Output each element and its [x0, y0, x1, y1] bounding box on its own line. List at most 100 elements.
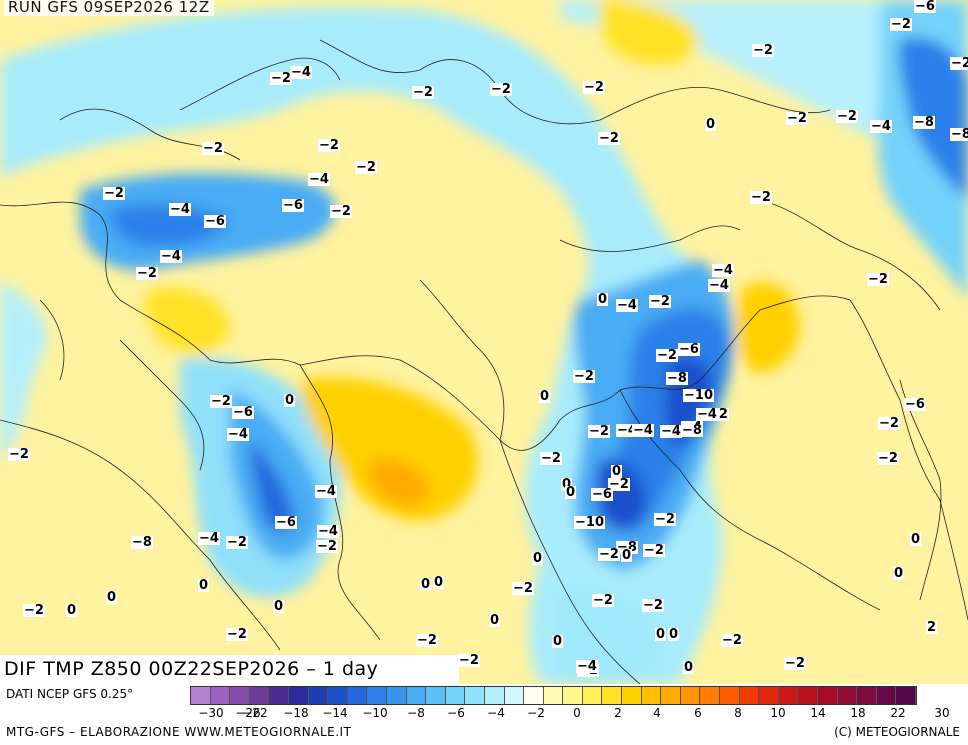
isotherm-label: 0 [532, 551, 544, 566]
isotherm-label: −2 [642, 598, 664, 613]
color-swatch [720, 687, 740, 704]
color-scale-tick: −30 [198, 706, 224, 720]
isotherm-label: 0 [552, 634, 564, 649]
color-swatch [641, 687, 662, 704]
isotherm-label: −6 [275, 515, 297, 530]
color-scale-tick: 22 [890, 706, 906, 720]
isotherm-label: 0 [198, 578, 210, 593]
isotherm-label: −4 [696, 407, 718, 422]
isotherm-label: −2 [512, 581, 534, 596]
isotherm-label: 0 [668, 627, 680, 642]
isotherm-label: −2 [355, 160, 377, 175]
color-swatch [680, 687, 701, 704]
color-swatch [661, 687, 681, 704]
isotherm-label: −2 [416, 633, 438, 648]
color-swatch [465, 687, 485, 704]
legend: DATI NCEP GFS 0.25° −30 −26 −22 −18 −14 −10 −8… [0, 684, 968, 745]
data-source: DATI NCEP GFS 0.25° [6, 687, 134, 701]
color-swatch [896, 687, 916, 704]
isotherm-label: −2 [878, 416, 900, 431]
isotherm-label: −2 [784, 656, 806, 671]
isotherm-label: 0 [597, 292, 609, 307]
isotherm-label: −8 [666, 371, 688, 386]
isotherm-label: −6 [591, 487, 613, 502]
isotherm-label: 0 [655, 627, 667, 642]
color-swatch [445, 687, 466, 704]
color-swatch [406, 687, 427, 704]
isotherm-label: −2 [412, 85, 434, 100]
color-scale-tick: 18 [850, 706, 866, 720]
color-scale-tick: −18 [283, 706, 309, 720]
color-swatch [367, 687, 387, 704]
isotherm-label: −2 [202, 141, 224, 156]
color-swatch [328, 687, 348, 704]
isotherm-label: −4 [308, 172, 330, 187]
color-swatch [563, 687, 583, 704]
color-swatch [191, 687, 211, 704]
isotherm-label: −4 [660, 424, 682, 439]
isotherm-label: −8 [950, 128, 968, 141]
color-scale-tick: −10 [362, 706, 388, 720]
isotherm-label: 0 [539, 389, 551, 404]
isotherm-label: 0 [273, 599, 285, 614]
color-scale-tick: 0 [573, 706, 581, 720]
isotherm-label: −4 [708, 278, 730, 293]
color-scale-tick: 6 [694, 706, 702, 720]
isotherm-label: 0 [66, 603, 78, 618]
isotherm-label: −2 [649, 294, 671, 309]
isotherm-label: 0 [705, 117, 717, 132]
isotherm-label: −2 [8, 447, 30, 462]
isotherm-label: −2 [490, 82, 512, 97]
isotherm-label: −6 [678, 342, 700, 357]
isotherm-label: −2 [721, 633, 743, 648]
isotherm-label: −10 [574, 515, 605, 530]
isotherm-label: −4 [290, 65, 312, 80]
color-swatch [288, 687, 309, 704]
isotherm-label: −2 [643, 543, 665, 558]
color-scale-tick: −8 [407, 706, 425, 720]
color-scale-tick: −2 [527, 706, 545, 720]
isotherm-label: −2 [316, 539, 338, 554]
color-swatch [543, 687, 564, 704]
color-scale-tick: 30 [934, 706, 950, 720]
color-swatch [602, 687, 623, 704]
color-swatch [818, 687, 838, 704]
color-swatch [876, 687, 897, 704]
isotherm-label: −2 [877, 451, 899, 466]
coastlines-borders [0, 39, 968, 684]
isotherm-label: −2 [890, 17, 912, 32]
color-swatch [778, 687, 799, 704]
isotherm-label: −2 [598, 131, 620, 146]
run-title: RUN GFS 09SEP2026 12Z [4, 0, 214, 16]
color-swatch [582, 687, 603, 704]
color-scale-tick: 2 [614, 706, 622, 720]
isotherm-label: 0 [910, 532, 922, 547]
color-swatch [759, 687, 779, 704]
isotherm-label: −4 [160, 249, 182, 264]
credit-text: MTG-GFS – ELABORAZIONE WWW.METEOGIORNALE… [6, 725, 352, 739]
isotherm-label: −10 [683, 388, 714, 403]
color-scale-tick: −4 [487, 706, 505, 720]
isotherm-label: −4 [198, 531, 220, 546]
isotherm-label: −2 [270, 71, 292, 86]
color-swatch [504, 687, 525, 704]
isotherm-label: −2 [786, 111, 808, 126]
isotherm-label: −2 [458, 653, 480, 668]
isotherm-label: −4 [317, 524, 339, 539]
isotherm-label: −2 [318, 138, 340, 153]
color-swatch [837, 687, 858, 704]
weather-map: RUN GFS 09SEP2026 12Z −2 −4 −2 −2 −2 −2 −2 −2 0−… [0, 0, 968, 684]
isotherm-label: 2 [926, 620, 938, 635]
color-scale-tick: −22 [242, 706, 268, 720]
color-swatch [269, 687, 289, 704]
isotherm-label: −2 [330, 204, 352, 219]
isotherm-label: −8 [681, 423, 703, 438]
isotherm-label: −4 [632, 423, 654, 438]
isotherm-label: −2 [836, 109, 858, 124]
isotherm-label: −6 [232, 405, 254, 420]
color-swatch [857, 687, 877, 704]
color-scale-ticks: −30 −26 −22 −18 −14 −10 −8 −6 −4 −2 0 2 4 6 8 10 14 18 22 3… [190, 706, 968, 722]
color-scale-tick: 14 [810, 706, 826, 720]
isotherm-label: −4 [712, 263, 734, 278]
isotherm-label: 0 [621, 548, 633, 563]
